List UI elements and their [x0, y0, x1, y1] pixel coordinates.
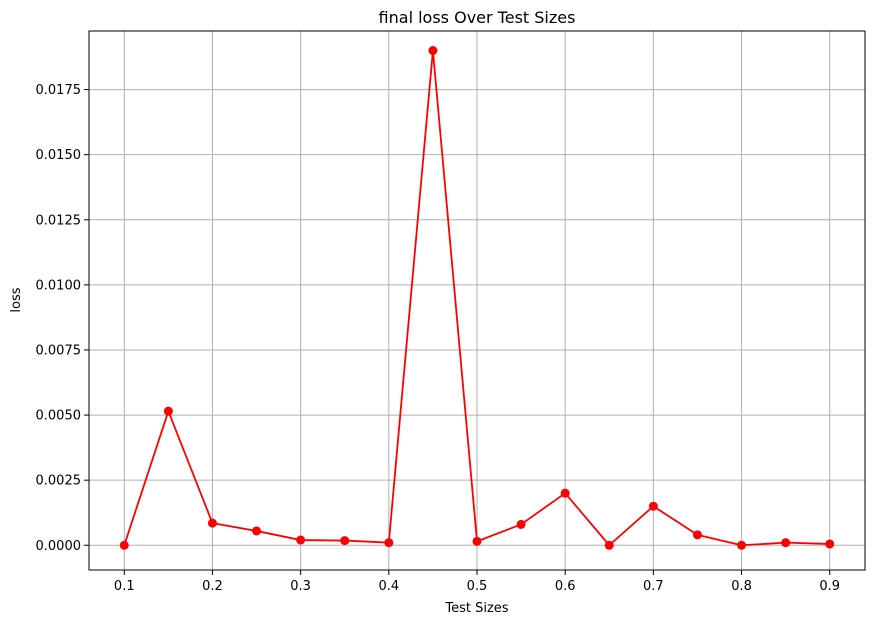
y-tick-label: 0.0000	[36, 539, 82, 554]
y-tick-label: 0.0175	[36, 83, 82, 98]
x-tick-label: 0.7	[643, 579, 664, 594]
x-axis-label: Test Sizes	[444, 601, 508, 616]
x-tick-label: 0.8	[731, 579, 752, 594]
x-tick-label: 0.5	[467, 579, 488, 594]
data-point	[252, 526, 262, 536]
y-tick-label: 0.0075	[36, 343, 82, 358]
x-tick-label: 0.3	[290, 579, 311, 594]
y-ticks: 0.0000 0.0025 0.0050 0.0075 0.0100 0.0125 0.01…	[36, 83, 89, 554]
x-tick-label: 0.6	[555, 579, 576, 594]
data-point	[119, 540, 129, 550]
chart-title: final loss Over Test Sizes	[379, 8, 576, 27]
x-tick-label: 0.2	[202, 579, 223, 594]
data-point	[207, 518, 217, 528]
data-point	[781, 538, 791, 548]
x-ticks: 0.1 0.2 0.3 0.4 0.5 0.6 0.7 0.8 0.9	[114, 570, 840, 594]
data-point	[737, 540, 747, 550]
y-tick-label: 0.0150	[36, 148, 82, 163]
data-point	[648, 501, 658, 511]
data-point	[340, 536, 350, 546]
data-point	[472, 536, 482, 546]
data-point	[163, 406, 173, 416]
y-tick-label: 0.0050	[36, 409, 82, 424]
x-tick-label: 0.4	[378, 579, 399, 594]
y-tick-label: 0.0125	[36, 213, 82, 228]
x-tick-label: 0.1	[114, 579, 135, 594]
data-point	[692, 530, 702, 540]
data-point	[560, 488, 570, 498]
y-tick-label: 0.0025	[36, 474, 82, 489]
series-markers	[119, 46, 835, 550]
y-axis-label: loss	[9, 287, 24, 312]
data-point	[604, 540, 614, 550]
data-point	[825, 539, 835, 549]
data-point	[428, 46, 438, 56]
data-point	[516, 519, 526, 529]
data-point	[296, 535, 306, 545]
x-tick-label: 0.9	[819, 579, 840, 594]
y-tick-label: 0.0100	[36, 278, 82, 293]
data-point	[384, 538, 394, 548]
